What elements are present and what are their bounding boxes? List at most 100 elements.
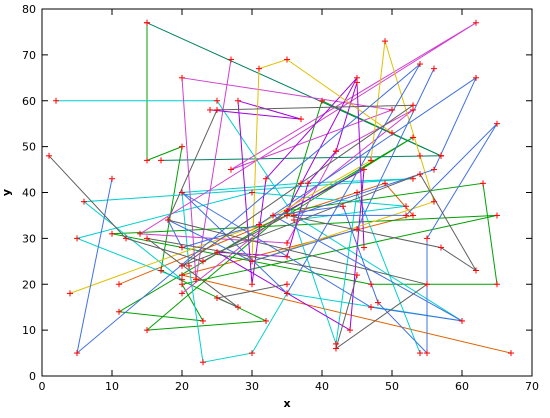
data-point-marker [249, 281, 255, 288]
data-point-marker [424, 235, 430, 242]
series-line-7 [69, 40, 435, 294]
data-point-marker [480, 180, 486, 187]
data-point-marker [403, 212, 409, 219]
data-point-marker [67, 290, 73, 297]
data-point-marker [214, 295, 220, 302]
data-point-marker [438, 244, 444, 251]
data-point-marker [340, 203, 346, 210]
y-tick-label: 80 [22, 3, 36, 16]
data-point-marker [200, 359, 206, 366]
data-point-marker [354, 79, 360, 86]
data-point-marker [186, 262, 192, 269]
data-point-marker [410, 212, 416, 219]
data-point-marker [256, 65, 262, 72]
data-point-marker [81, 198, 87, 205]
data-point-marker [382, 180, 388, 187]
data-point-marker [298, 180, 304, 187]
series-markers [46, 19, 514, 366]
axis-ticks: 0 10 20 30 40 50 60 70 0 10 20 30 40 50 60 70 80 [22, 3, 539, 393]
data-point-marker [417, 171, 423, 178]
data-point-marker [424, 350, 430, 357]
data-point-marker [410, 134, 416, 141]
data-point-marker [368, 157, 374, 164]
data-point-marker [319, 97, 325, 104]
data-point-marker [179, 143, 185, 150]
data-point-marker [228, 56, 234, 63]
data-point-marker [417, 152, 423, 159]
data-point-marker [354, 189, 360, 196]
data-point-marker [137, 230, 143, 237]
data-point-marker [249, 189, 255, 196]
series-line-2 [111, 22, 498, 331]
series-line-9 [48, 104, 477, 350]
data-point-marker [284, 281, 290, 288]
data-point-marker [494, 281, 500, 288]
data-point-marker [473, 19, 479, 26]
data-point-marker [179, 74, 185, 81]
data-point-marker [354, 226, 360, 233]
data-point-marker [207, 106, 213, 113]
data-point-marker [375, 299, 381, 306]
data-point-marker [263, 175, 269, 182]
data-point-marker [235, 304, 241, 311]
data-point-marker [116, 281, 122, 288]
y-tick-label: 60 [22, 95, 36, 108]
data-point-marker [361, 244, 367, 251]
y-tick-label: 30 [22, 232, 36, 245]
data-point-marker [228, 166, 234, 173]
y-tick-label: 70 [22, 49, 36, 62]
data-point-marker [144, 327, 150, 334]
x-tick-label: 70 [525, 380, 539, 393]
data-point-marker [116, 308, 122, 315]
data-point-marker [144, 19, 150, 26]
data-point-marker [431, 198, 437, 205]
data-point-marker [410, 175, 416, 182]
data-point-marker [200, 317, 206, 324]
data-point-marker [361, 166, 367, 173]
x-tick-label: 50 [385, 380, 399, 393]
data-point-marker [249, 350, 255, 357]
data-point-marker [158, 267, 164, 274]
data-point-marker [508, 350, 514, 357]
data-point-marker [284, 290, 290, 297]
data-point-marker [494, 212, 500, 219]
data-point-marker [193, 276, 199, 283]
data-point-marker [214, 249, 220, 256]
data-point-marker [389, 129, 395, 136]
x-axis-title: x [283, 397, 290, 410]
data-point-marker [424, 281, 430, 288]
data-point-marker [179, 189, 185, 196]
data-point-marker [368, 304, 374, 311]
data-point-marker [354, 272, 360, 279]
data-point-marker [382, 38, 388, 45]
data-point-marker [200, 258, 206, 265]
data-point-marker [123, 235, 129, 242]
data-point-marker [473, 267, 479, 274]
x-tick-label: 0 [39, 380, 46, 393]
data-point-marker [368, 281, 374, 288]
x-tick-label: 40 [315, 380, 329, 393]
data-point-marker [158, 157, 164, 164]
x-tick-label: 60 [455, 380, 469, 393]
y-tick-label: 50 [22, 141, 36, 154]
data-point-marker [438, 152, 444, 159]
data-point-marker [284, 253, 290, 260]
data-point-marker [214, 106, 220, 113]
data-point-marker [109, 175, 115, 182]
data-point-marker [431, 166, 437, 173]
data-point-marker [144, 157, 150, 164]
data-point-marker [179, 290, 185, 297]
data-point-marker [74, 235, 80, 242]
data-point-marker [284, 56, 290, 63]
y-tick-label: 20 [22, 278, 36, 291]
data-point-marker [417, 350, 423, 357]
data-point-marker [410, 102, 416, 109]
data-point-marker [263, 317, 269, 324]
x-tick-label: 20 [175, 380, 189, 393]
y-tick-label: 10 [22, 324, 36, 337]
x-tick-label: 30 [245, 380, 259, 393]
data-point-marker [389, 106, 395, 113]
data-point-marker [179, 276, 185, 283]
data-point-marker [494, 120, 500, 127]
